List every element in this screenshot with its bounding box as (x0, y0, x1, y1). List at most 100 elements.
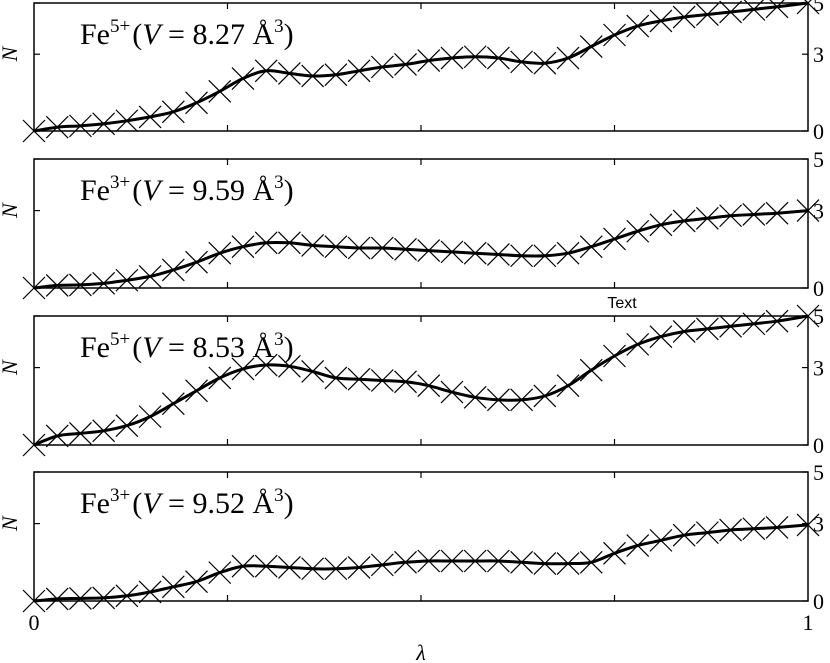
y-tick-label-1: 3 (813, 42, 824, 67)
data-point-marker (719, 314, 743, 338)
data-point-marker (695, 317, 719, 341)
data-point-marker (417, 239, 441, 263)
data-point-marker (347, 367, 371, 391)
data-point-marker (22, 119, 46, 143)
data-point-marker (765, 0, 789, 19)
data-point-marker (626, 332, 650, 356)
x-tick-label-0: 0 (29, 610, 40, 635)
data-point-marker (463, 45, 487, 69)
data-point-marker (695, 521, 719, 545)
data-point-marker (719, 0, 743, 24)
data-point-marker (533, 51, 557, 75)
panel-label: Fe3+(V = 9.52 Å3) (80, 485, 294, 520)
data-point-marker (370, 553, 394, 577)
data-point-marker (277, 61, 301, 85)
data-point-marker (796, 304, 820, 328)
data-point-marker (796, 0, 820, 15)
data-point-marker (370, 369, 394, 392)
y-axis-label: N (0, 46, 22, 63)
y-tick-label-2: 5 (813, 460, 824, 485)
data-point-marker (370, 236, 394, 260)
y-tick-label-0: 0 (813, 589, 824, 614)
data-point-marker (603, 344, 626, 368)
data-point-marker (765, 516, 789, 539)
data-point-marker (510, 388, 534, 412)
data-point-marker (92, 419, 116, 443)
y-tick-label-0: 0 (813, 276, 824, 301)
data-point-marker (185, 91, 208, 115)
data-point-marker (765, 201, 789, 225)
y-tick-label-2: 5 (813, 147, 824, 172)
data-point-marker (463, 385, 487, 409)
data-point-marker (301, 360, 325, 383)
data-point-marker (45, 424, 69, 448)
data-point-marker (533, 244, 557, 268)
y-tick-label-2: 5 (813, 0, 824, 16)
y-tick-label-2: 5 (813, 304, 824, 329)
data-point-marker (579, 35, 603, 58)
y-tick-label-1: 3 (813, 199, 824, 224)
stray-text-label: Text (607, 295, 637, 312)
x-tick-label-1: 1 (803, 610, 814, 635)
data-point-marker (69, 421, 92, 445)
data-point-marker (324, 366, 348, 390)
data-point-marker (208, 366, 232, 390)
data-point-marker (22, 433, 46, 457)
data-point-marker (324, 557, 348, 581)
data-point-marker (742, 203, 766, 226)
data-point-marker (556, 374, 580, 398)
data-point-marker (742, 517, 766, 541)
chart-panel-3: 0 3 5 N Fe3+(V = 9.52 Å3) (0, 460, 824, 614)
y-tick-label-0: 0 (813, 433, 824, 458)
data-point-marker (440, 380, 464, 404)
data-point-marker (115, 109, 139, 133)
data-point-marker (417, 49, 441, 73)
data-point-marker (603, 23, 626, 47)
data-point-marker (440, 549, 464, 573)
panel-label: Fe3+(V = 9.59 Å3) (80, 172, 294, 207)
data-point-marker (649, 325, 673, 349)
data-point-marker (254, 59, 278, 83)
data-point-marker (579, 550, 603, 574)
data-point-marker (45, 587, 69, 611)
data-point-marker (579, 358, 603, 382)
y-tick-label-1: 3 (813, 356, 824, 381)
data-point-marker (347, 236, 371, 260)
data-point-marker (556, 552, 580, 576)
data-point-marker (69, 114, 92, 138)
data-point-marker (672, 523, 696, 547)
data-point-marker (277, 231, 301, 255)
data-point-marker (603, 541, 626, 565)
data-point-marker (626, 14, 650, 38)
data-point-marker (672, 5, 696, 29)
x-axis-label: λ (415, 640, 426, 663)
data-point-marker (301, 64, 325, 88)
chart-panel-1: 0 3 5 N Fe3+(V = 9.59 Å3) (0, 147, 824, 301)
data-point-marker (277, 354, 301, 378)
data-point-marker (69, 273, 92, 297)
panel-label: Fe5+(V = 8.27 Å3) (80, 16, 294, 51)
data-point-marker (649, 9, 673, 33)
data-point-marker (672, 320, 696, 343)
data-point-marker (208, 241, 232, 265)
data-point-marker (440, 46, 464, 70)
data-point-marker (533, 384, 557, 408)
data-point-marker (208, 79, 232, 103)
series-line (33, 523, 809, 603)
chart-panel-2: 0 3 5 N Fe5+(V = 8.53 Å3) (0, 304, 824, 458)
data-point-marker (301, 234, 325, 257)
data-point-marker (370, 55, 394, 79)
data-point-marker (69, 586, 92, 610)
y-tick-label-1: 3 (813, 512, 824, 537)
data-point-marker (695, 3, 719, 26)
data-point-marker (138, 580, 162, 604)
data-point-marker (138, 405, 162, 429)
data-point-marker (394, 550, 417, 574)
data-point-marker (742, 0, 766, 21)
data-point-marker (765, 309, 789, 333)
data-point-marker (510, 244, 534, 268)
data-point-marker (92, 586, 116, 610)
data-point-marker (463, 241, 487, 265)
chart-panel-0: 0 3 5 N Fe5+(V = 8.27 Å3) (0, 0, 824, 144)
